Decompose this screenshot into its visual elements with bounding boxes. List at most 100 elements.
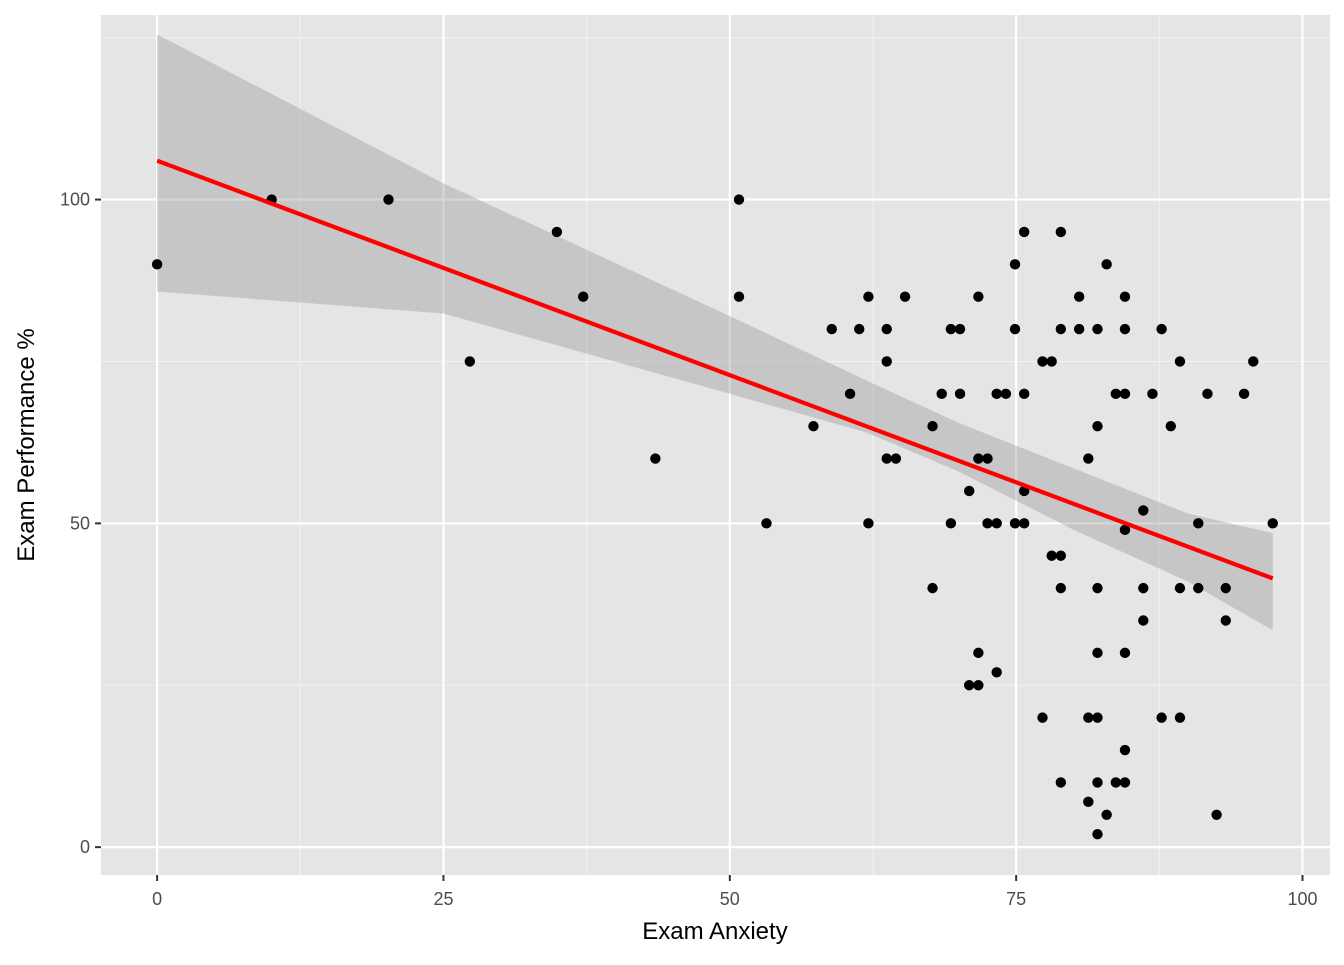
data-point	[899, 291, 911, 302]
data-point	[1165, 421, 1176, 432]
data-point	[733, 194, 745, 205]
data-point	[1037, 712, 1048, 723]
data-point	[1083, 712, 1094, 723]
data-point	[991, 518, 1002, 529]
data-point	[464, 356, 476, 367]
data-point	[578, 291, 589, 302]
data-point	[1119, 291, 1131, 302]
data-point	[982, 518, 993, 529]
data-point	[1193, 582, 1204, 594]
data-point	[1009, 518, 1021, 529]
data-point	[1018, 388, 1030, 400]
data-point	[973, 453, 984, 464]
data-point	[936, 388, 947, 400]
x-tick-label: 25	[433, 889, 453, 909]
x-tick-label: 100	[1287, 889, 1317, 909]
data-point	[964, 680, 975, 691]
data-point	[881, 356, 892, 367]
data-point	[1174, 582, 1186, 594]
data-point	[1138, 615, 1149, 626]
data-point	[1055, 550, 1067, 561]
data-point	[1092, 647, 1103, 659]
data-point	[1110, 388, 1122, 400]
data-point	[881, 453, 892, 464]
data-point	[890, 453, 902, 464]
data-point	[808, 421, 819, 432]
data-point	[1156, 323, 1167, 335]
data-point	[1248, 356, 1259, 367]
data-point	[1174, 712, 1186, 723]
plot-panel	[101, 15, 1330, 875]
data-point	[1055, 226, 1067, 238]
data-point	[151, 259, 163, 270]
data-point	[1083, 796, 1094, 808]
data-point	[1119, 744, 1131, 756]
regression-line	[156, 158, 1274, 581]
data-point	[1119, 388, 1131, 400]
data-point	[1211, 809, 1222, 820]
data-point	[1037, 356, 1048, 367]
confidence-band	[157, 34, 1273, 631]
data-point	[1110, 777, 1122, 788]
data-point	[1092, 582, 1103, 594]
data-point	[1092, 323, 1103, 335]
data-point	[1092, 712, 1103, 723]
data-point	[1119, 323, 1131, 335]
data-point	[1238, 388, 1250, 400]
confidence-band-layer	[157, 34, 1273, 631]
minor-gridlines	[101, 15, 1330, 875]
data-point	[1220, 615, 1231, 626]
data-point	[1055, 582, 1067, 594]
data-point	[1055, 777, 1067, 788]
data-point	[1174, 356, 1186, 367]
data-point	[761, 518, 772, 529]
x-tick-label: 75	[1006, 889, 1026, 909]
y-tick-label: 50	[70, 513, 90, 533]
data-point	[1138, 505, 1149, 516]
data-point	[1046, 356, 1057, 367]
data-point	[982, 453, 993, 464]
regression-line-layer	[156, 158, 1274, 581]
data-point	[1009, 259, 1021, 270]
data-point	[650, 453, 661, 464]
data-point	[945, 518, 957, 529]
y-tick-label: 0	[80, 837, 90, 857]
x-axis: 0 25 50 75 100	[152, 875, 1318, 909]
data-point	[1220, 582, 1231, 594]
data-point	[991, 667, 1002, 678]
data-point	[1073, 323, 1085, 335]
data-point	[1018, 226, 1030, 238]
x-tick-label: 0	[152, 889, 162, 909]
data-point	[826, 323, 837, 335]
data-point	[1119, 647, 1131, 659]
data-point	[991, 388, 1002, 400]
data-point	[954, 323, 966, 335]
data-point	[927, 421, 938, 432]
data-point	[1193, 518, 1204, 529]
data-point	[1202, 388, 1213, 400]
data-point	[1119, 524, 1131, 536]
data-point	[1073, 291, 1085, 302]
major-gridlines	[101, 15, 1330, 875]
data-point	[854, 323, 865, 335]
data-point	[844, 388, 856, 400]
data-point	[973, 680, 984, 691]
data-point	[1119, 777, 1131, 788]
data-point	[1092, 829, 1103, 840]
data-point	[954, 388, 966, 400]
data-point	[551, 226, 563, 238]
data-point	[1101, 259, 1112, 270]
data-point	[1055, 323, 1067, 335]
data-point	[733, 291, 745, 302]
data-point	[945, 323, 957, 335]
y-axis-title: Exam Performance %	[13, 328, 40, 561]
data-points	[151, 194, 1278, 840]
data-point	[863, 291, 874, 302]
data-point	[927, 582, 938, 594]
data-point	[964, 485, 975, 497]
data-point	[1267, 518, 1278, 529]
data-point	[1046, 550, 1057, 561]
data-point	[1101, 809, 1112, 820]
